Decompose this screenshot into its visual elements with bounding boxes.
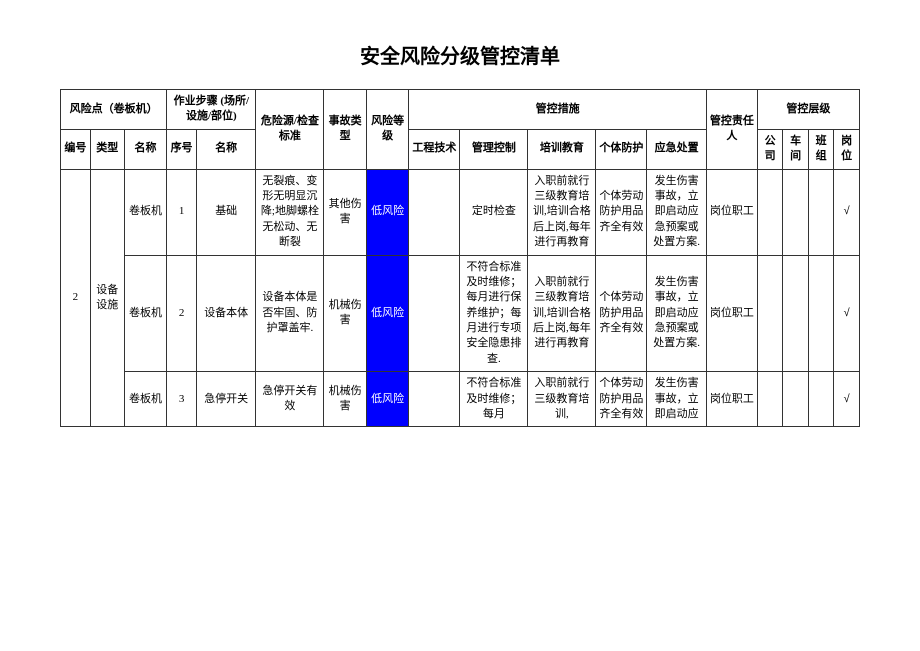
cell-level: 低风险	[366, 255, 408, 372]
cell-lv-post: √	[834, 255, 860, 372]
hdr-measures: 管控措施	[409, 90, 706, 130]
hdr-lv-post: 岗位	[834, 129, 860, 169]
cell-lv-post: √	[834, 169, 860, 255]
hdr-name: 名称	[124, 129, 166, 169]
hdr-eng: 工程技术	[409, 129, 460, 169]
hdr-step-name: 名称	[196, 129, 256, 169]
cell-lv-team	[808, 372, 834, 427]
cell-hazard: 设备本体是否牢固、防护罩盖牢.	[256, 255, 324, 372]
hdr-risk-point: 风险点（卷板机）	[61, 90, 167, 130]
cell-lv-workshop	[783, 372, 809, 427]
hdr-accident: 事故类型	[324, 90, 366, 170]
hdr-seq: 序号	[167, 129, 197, 169]
hdr-emer: 应急处置	[647, 129, 707, 169]
hdr-train: 培训教育	[528, 129, 596, 169]
cell-name: 卷板机	[124, 372, 166, 427]
hdr-responsible: 管控责任人	[706, 90, 757, 170]
cell-lv-post: √	[834, 372, 860, 427]
cell-resp: 岗位职工	[706, 372, 757, 427]
cell-emer: 发生伤害事故，立即启动应急预案或处置方案.	[647, 255, 707, 372]
cell-step: 急停开关	[196, 372, 256, 427]
hdr-lv-team: 班组	[808, 129, 834, 169]
hdr-hazard: 危险源/检查标准	[256, 90, 324, 170]
hdr-category: 类型	[90, 129, 124, 169]
hdr-steps: 作业步骤 (场所/设施/部位)	[167, 90, 256, 130]
cell-emer: 发生伤害事故，立即启动应	[647, 372, 707, 427]
hdr-mgmt: 管理控制	[460, 129, 528, 169]
cell-eng	[409, 169, 460, 255]
table-row: 2 设备设施 卷板机 1 基础 无裂痕、变形无明显沉降;地脚螺栓无松动、无断裂 …	[61, 169, 860, 255]
cell-level: 低风险	[366, 372, 408, 427]
hdr-control-level: 管控层级	[757, 90, 859, 130]
cell-resp: 岗位职工	[706, 169, 757, 255]
cell-hazard: 急停开关有效	[256, 372, 324, 427]
cell-no: 2	[61, 169, 91, 427]
cell-hazard: 无裂痕、变形无明显沉降;地脚螺栓无松动、无断裂	[256, 169, 324, 255]
risk-table: 风险点（卷板机） 作业步骤 (场所/设施/部位) 危险源/检查标准 事故类型 风…	[60, 89, 860, 427]
cell-lv-company	[757, 169, 783, 255]
cell-emer: 发生伤害事故，立即启动应急预案或处置方案.	[647, 169, 707, 255]
hdr-no: 编号	[61, 129, 91, 169]
cell-accident: 机械伤害	[324, 372, 366, 427]
cell-level: 低风险	[366, 169, 408, 255]
cell-lv-workshop	[783, 255, 809, 372]
cell-seq: 1	[167, 169, 197, 255]
cell-mgmt: 定时检查	[460, 169, 528, 255]
cell-step: 设备本体	[196, 255, 256, 372]
cell-lv-team	[808, 169, 834, 255]
cell-accident: 机械伤害	[324, 255, 366, 372]
cell-category: 设备设施	[90, 169, 124, 427]
cell-ppe: 个体劳动防护用品齐全有效	[596, 372, 647, 427]
header-row-1: 风险点（卷板机） 作业步骤 (场所/设施/部位) 危险源/检查标准 事故类型 风…	[61, 90, 860, 130]
cell-name: 卷板机	[124, 255, 166, 372]
cell-ppe: 个体劳动防护用品齐全有效	[596, 169, 647, 255]
cell-mgmt: 不符合标准及时维修；每月进行保养维护；每月进行专项安全隐患排查.	[460, 255, 528, 372]
cell-ppe: 个体劳动防护用品齐全有效	[596, 255, 647, 372]
cell-lv-company	[757, 372, 783, 427]
cell-train: 入职前就行三级教育培训,	[528, 372, 596, 427]
cell-seq: 2	[167, 255, 197, 372]
cell-eng	[409, 372, 460, 427]
hdr-lv-company: 公司	[757, 129, 783, 169]
cell-seq: 3	[167, 372, 197, 427]
hdr-lv-workshop: 车间	[783, 129, 809, 169]
cell-lv-company	[757, 255, 783, 372]
cell-train: 入职前就行三级教育培训,培训合格后上岗,每年进行再教育	[528, 255, 596, 372]
cell-mgmt: 不符合标准及时维修；每月	[460, 372, 528, 427]
page-title: 安全风险分级管控清单	[60, 40, 860, 69]
hdr-ppe: 个体防护	[596, 129, 647, 169]
cell-lv-workshop	[783, 169, 809, 255]
cell-step: 基础	[196, 169, 256, 255]
table-row: 卷板机 3 急停开关 急停开关有效 机械伤害 低风险 不符合标准及时维修；每月 …	[61, 372, 860, 427]
cell-eng	[409, 255, 460, 372]
cell-train: 入职前就行三级教育培训,培训合格后上岗,每年进行再教育	[528, 169, 596, 255]
cell-lv-team	[808, 255, 834, 372]
cell-accident: 其他伤害	[324, 169, 366, 255]
table-row: 卷板机 2 设备本体 设备本体是否牢固、防护罩盖牢. 机械伤害 低风险 不符合标…	[61, 255, 860, 372]
hdr-risk-level: 风险等级	[366, 90, 408, 170]
cell-name: 卷板机	[124, 169, 166, 255]
cell-resp: 岗位职工	[706, 255, 757, 372]
